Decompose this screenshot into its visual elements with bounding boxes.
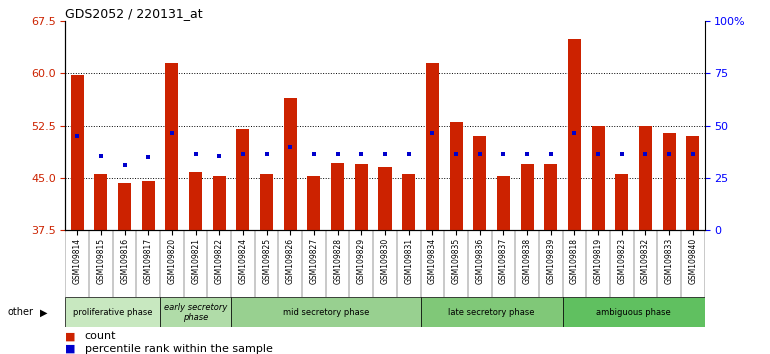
Text: late secretory phase: late secretory phase bbox=[448, 308, 535, 317]
Bar bbox=[331, 162, 344, 230]
Text: ambiguous phase: ambiguous phase bbox=[596, 308, 671, 317]
Bar bbox=[213, 177, 226, 230]
Bar bbox=[231, 297, 420, 327]
Bar bbox=[563, 297, 705, 327]
Bar bbox=[420, 297, 563, 327]
Bar bbox=[591, 126, 604, 230]
Bar bbox=[662, 133, 675, 230]
Bar bbox=[567, 39, 581, 230]
Text: proliferative phase: proliferative phase bbox=[73, 308, 152, 317]
Bar bbox=[95, 175, 108, 230]
Bar bbox=[160, 297, 231, 327]
Bar bbox=[355, 164, 368, 230]
Text: percentile rank within the sample: percentile rank within the sample bbox=[85, 344, 273, 354]
Bar bbox=[402, 175, 415, 230]
Bar bbox=[307, 177, 320, 230]
Bar bbox=[166, 63, 179, 230]
Text: early secretory
phase: early secretory phase bbox=[164, 303, 227, 322]
Text: mid secretory phase: mid secretory phase bbox=[283, 308, 369, 317]
Bar bbox=[639, 126, 652, 230]
Text: ■: ■ bbox=[65, 344, 76, 354]
Bar bbox=[142, 181, 155, 230]
Bar bbox=[260, 175, 273, 230]
Bar bbox=[284, 98, 296, 230]
Bar bbox=[450, 122, 463, 230]
Text: other: other bbox=[8, 307, 34, 318]
Bar bbox=[118, 183, 131, 230]
Bar bbox=[379, 167, 391, 230]
Bar bbox=[615, 175, 628, 230]
Text: GDS2052 / 220131_at: GDS2052 / 220131_at bbox=[65, 7, 203, 20]
Bar bbox=[65, 297, 160, 327]
Text: count: count bbox=[85, 331, 116, 341]
Text: ■: ■ bbox=[65, 331, 76, 341]
Bar bbox=[474, 136, 486, 230]
Bar bbox=[544, 164, 557, 230]
Text: ▶: ▶ bbox=[40, 307, 48, 318]
Bar bbox=[426, 63, 439, 230]
Bar bbox=[686, 136, 699, 230]
Bar bbox=[521, 164, 534, 230]
Bar bbox=[236, 129, 249, 230]
Bar bbox=[497, 177, 510, 230]
Bar bbox=[189, 172, 203, 230]
Bar bbox=[71, 75, 84, 230]
